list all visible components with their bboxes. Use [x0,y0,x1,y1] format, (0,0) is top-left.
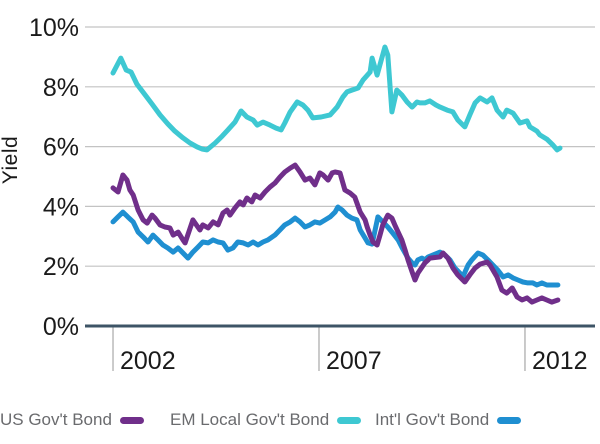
y-tick-label-8: 8% [43,74,79,102]
legend-label: US Gov't Bond [0,410,112,429]
legend-item-em-local-govt-bond: EM Local Gov't Bond [170,408,362,432]
legend-item-intl-govt-bond: Int'l Gov't Bond [375,408,522,432]
legend-item-us-govt-bond: US Gov't Bond [0,408,144,432]
x-tick-label-2002: 2002 [120,347,176,375]
series-line-us-gov-t-bond [110,162,561,305]
y-axis-title: Yield [0,135,22,185]
y-tick-label-0: 0% [43,313,79,341]
y-tick-label-2: 2% [43,253,79,281]
legend: US Gov't Bond EM Local Gov't Bond Int'l … [0,408,600,436]
legend-label: EM Local Gov't Bond [170,410,330,429]
legend-label: Int'l Gov't Bond [375,410,490,429]
legend-swatch-us [119,416,144,424]
y-tick-label-10: 10% [29,14,79,42]
series-line-em-local-gov-t-bond [110,44,563,153]
legend-swatch-em [337,416,362,424]
y-tick-label-6: 6% [43,134,79,162]
series-line-int-l-gov-t-bond [110,204,561,288]
x-tick-label-2012: 2012 [532,347,588,375]
legend-swatch-intl [497,416,522,424]
x-tick-label-2007: 2007 [326,347,382,375]
y-tick-label-4: 4% [43,193,79,221]
